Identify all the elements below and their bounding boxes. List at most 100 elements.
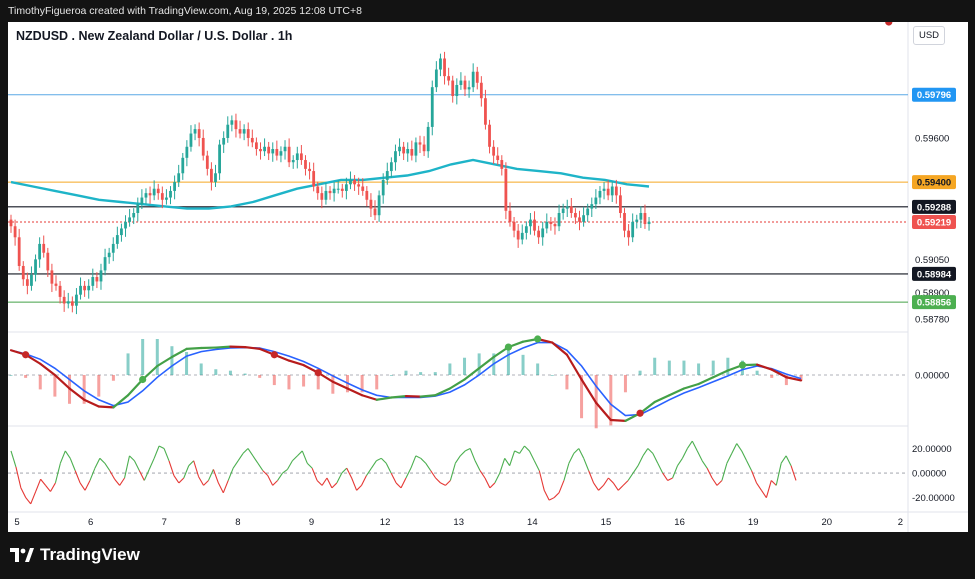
oscillator-segment [222,480,229,493]
candle-body [344,184,348,191]
candle-body [541,228,545,238]
oscillator-segment [647,448,654,454]
macd-line-segment [375,396,393,401]
candle-body [128,217,132,222]
currency-button[interactable]: USD [913,26,945,45]
macd-histogram-bar [199,363,203,375]
candle-body [214,173,217,183]
macd-histogram-bar [784,375,788,386]
macd-line-segment [97,405,115,409]
candle-body [381,179,385,196]
macd-line-segment [609,418,627,422]
chart-title: NZDUSD . New Zealand Dollar / U.S. Dolla… [16,29,293,43]
oscillator-pane [8,440,908,505]
macd-line-segment [419,394,437,398]
macd-cross-dot-bearish [22,351,30,359]
tradingview-logo[interactable]: TradingView [10,545,140,565]
macd-histogram-bar [126,353,130,375]
candle-body [512,221,516,231]
oscillator-segment [583,458,590,471]
candle-body [561,208,565,214]
oscillator-segment [657,462,664,474]
time-axis[interactable]: 5 6 7 8 9 12 13 14 15 16 19 20 2 [14,517,903,528]
candle-body [406,148,410,154]
price-tick-label: 0.59600 [915,133,949,144]
candle-body [373,208,377,216]
candle-body [336,188,340,190]
candle-body [210,168,213,183]
oscillator-segment [445,480,451,486]
oscillator-segment [602,477,609,486]
candle-body [46,252,50,271]
candle-body [124,221,127,229]
candle-body [275,148,279,156]
price-tag-label-black-upper: 0.59288 [917,202,951,213]
candle-body [484,98,487,125]
oscillator-segment [568,453,575,464]
candle-body [529,219,532,227]
candle-body [267,146,271,154]
price-tag-blue [912,87,956,102]
oscillator-segment [622,480,629,486]
candle-body [38,243,42,260]
oscillator-segment [59,450,66,464]
macd-histogram-bar [375,375,379,390]
price-tags: 0.59796 0.59400 0.59288 0.59219 0.58984 0.588… [912,87,956,310]
macd-histogram-bar [155,339,159,375]
oscillator-segment [267,475,274,486]
oscillator-segment [69,458,76,471]
oscillator-segment [198,476,205,486]
oscillator-segment [74,470,81,484]
macd-histogram-bar [536,363,540,375]
oscillator-segment [109,470,116,480]
price-axis[interactable]: 0.58780 0.58900 0.59050 0.59600 0.00000 20.00… [912,133,955,504]
macd-line-segment [243,346,261,350]
candle-body [578,217,581,222]
macd-line-segment [478,355,495,370]
candle-body [193,129,197,134]
candle-body [255,142,258,149]
candles [9,51,651,315]
oscillator-segment [124,455,131,479]
oscillator-segment [563,463,570,481]
candle-body [434,69,438,88]
candle-body [148,193,152,196]
oscillator-segment [203,480,209,486]
oscillator-segment [593,482,599,491]
oscillator-segment [400,477,407,489]
candle-body [353,179,356,185]
macd-cross-dot-bullish [504,343,513,351]
oscillator-segment [479,470,486,479]
time-tick-label: 19 [748,517,759,528]
candle-body [87,285,91,291]
macd-line-segment [287,359,305,367]
candle-body [631,221,635,238]
candle-body [226,124,230,138]
oscillator-segment [686,440,693,449]
macd-histogram-bar [111,375,115,381]
macd-line-segment [390,395,408,399]
oscillator-segment [143,469,150,481]
chart-svg[interactable]: 0.587800.589000.590500.596000.0000020.00… [8,22,968,532]
oscillator-segment [430,470,437,479]
credit-text: TimothyFigueroa created with TradingView… [8,5,362,17]
macd-histogram-bar [214,369,218,375]
candle-body [287,146,291,163]
candle-body [132,213,136,218]
macd-line-segment [156,355,174,368]
chart-panel[interactable]: 0.58780 0.58900 0.59050 0.59600 0.00000 20.00… [8,22,968,532]
moving-average-line [10,158,650,210]
candle-body [520,232,524,240]
candle-body [120,228,123,236]
candle-body [565,206,569,209]
price-tag-label-orange: 0.59400 [917,178,951,189]
oscillator-segment [64,450,71,459]
oscillator-segment [336,472,343,484]
oscillator-segment [356,484,362,491]
oscillator-segment [30,491,37,505]
oscillator-segment [627,472,634,481]
oscillator-segment [262,470,269,476]
macd-line-segment [214,345,232,349]
oscillator-segment [296,450,303,457]
candle-body [533,219,536,231]
